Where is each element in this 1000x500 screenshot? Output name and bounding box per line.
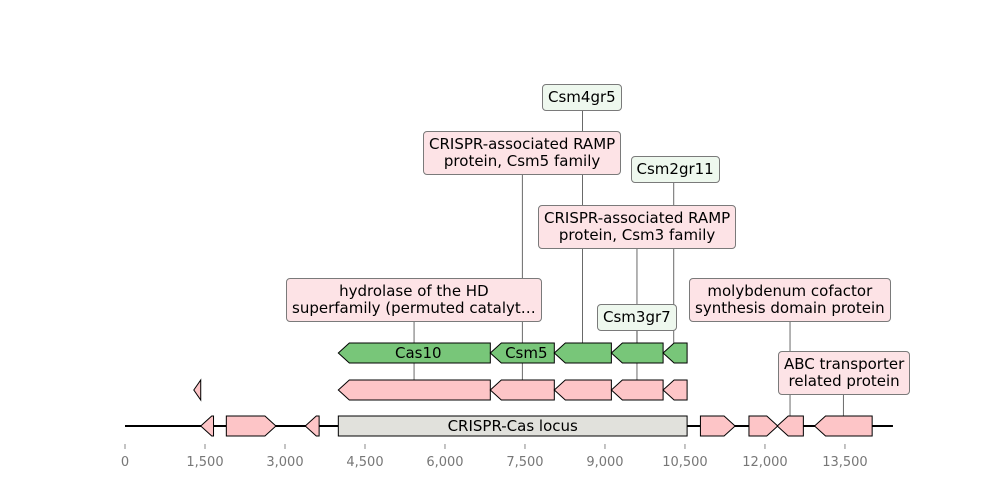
annotation-label: ABC transporter related protein <box>778 351 911 395</box>
pink-gene-arrow <box>193 378 202 402</box>
genome-gene-arrow <box>225 415 277 437</box>
axis-tick-label: 4,500 <box>346 455 383 470</box>
axis-tick-label: 7,500 <box>506 455 543 470</box>
axis-tick-label: 12,000 <box>742 455 788 470</box>
pink-gene-arrow <box>489 379 555 401</box>
green-gene-arrow <box>662 342 688 364</box>
annotation-label-line: molybdenum cofactor <box>707 282 873 300</box>
annotation-label-line: protein, Csm5 family <box>443 152 601 170</box>
annotation-label-line: CRISPR-associated RAMP <box>429 135 616 153</box>
genome-gene-arrow <box>699 415 736 437</box>
annotation-label: Csm2gr11 <box>630 156 720 183</box>
axis-tick-label: 13,500 <box>822 455 868 470</box>
genome-gene-arrow <box>813 415 873 437</box>
axis-tick-label: 9,000 <box>586 455 623 470</box>
annotation-label-line: ABC transporter <box>784 355 905 373</box>
annotation-label-line: Csm4gr5 <box>548 88 616 106</box>
annotation-label-line: Csm2gr11 <box>636 160 714 178</box>
crispr-cas-locus-box <box>337 415 688 437</box>
annotation-label: Csm3gr7 <box>597 304 677 331</box>
annotation-label: CRISPR-associated RAMP protein, Csm3 fami… <box>538 205 737 249</box>
pink-gene-arrow <box>337 379 491 401</box>
annotation-label: Csm4gr5 <box>542 84 622 111</box>
genome-gene-arrow <box>748 415 779 437</box>
pink-gene-arrow <box>553 379 612 401</box>
annotation-label-line: hydrolase of the HD <box>339 282 489 300</box>
pink-gene-arrow <box>662 379 688 401</box>
genome-gene-arrow <box>776 415 804 437</box>
green-gene-label: Cas10 <box>395 344 442 362</box>
annotation-label-line: related protein <box>788 372 900 390</box>
crispr-cas-locus-label: CRISPR-Cas locus <box>448 417 578 435</box>
annotation-label: CRISPR-associated RAMP protein, Csm5 fami… <box>423 131 622 175</box>
green-gene-label: Csm5 <box>505 344 547 362</box>
axis-tick-label: 0 <box>121 455 129 470</box>
annotation-label-line: synthesis domain protein <box>695 299 885 317</box>
annotation-label-line: protein, Csm3 family <box>558 226 716 244</box>
axis-tick-label: 1,500 <box>186 455 223 470</box>
annotation-label-line: Csm3gr7 <box>603 308 671 326</box>
green-gene-arrow <box>553 342 612 364</box>
genome-gene-arrow <box>304 415 320 437</box>
annotation-label: hydrolase of the HD superfamily (permuted… <box>286 278 542 322</box>
axis-tick-label: 10,500 <box>662 455 708 470</box>
annotation-label: molybdenum cofactor synthesis domain prot… <box>689 278 891 322</box>
axis-tick-label: 6,000 <box>426 455 463 470</box>
pink-gene-arrow <box>610 379 664 401</box>
annotation-label-line: CRISPR-associated RAMP <box>544 209 731 227</box>
axis-tick-label: 3,000 <box>266 455 303 470</box>
genome-gene-arrow <box>199 415 215 437</box>
annotation-label-line: superfamily (permuted catalyt… <box>292 299 536 317</box>
green-gene-arrow <box>610 342 664 364</box>
